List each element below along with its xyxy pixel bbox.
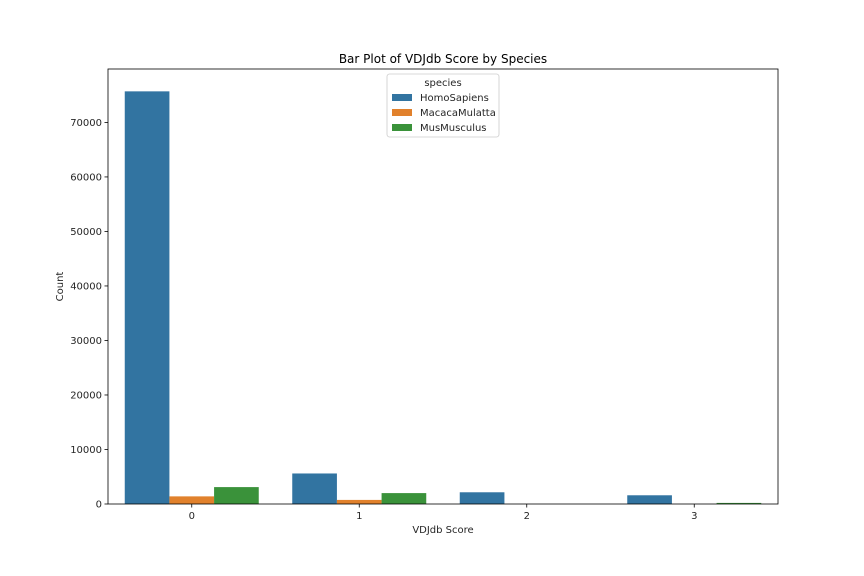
y-tick-label-40000: 40000	[70, 281, 102, 292]
bar-homosapiens-0	[124, 91, 170, 504]
legend: species HomoSapiens MacacaMulatta MusMuscu…	[386, 73, 500, 138]
x-tick-label-3: 3	[691, 511, 697, 522]
x-tick-label-0: 0	[189, 511, 195, 522]
legend-swatch-musmusculus	[392, 124, 412, 131]
bars-group	[124, 91, 762, 504]
y-tick-label-10000: 10000	[70, 445, 102, 456]
bar-musmusculus-1	[381, 493, 427, 504]
y-tick-label-20000: 20000	[70, 390, 102, 401]
plot-frame	[107, 68, 779, 505]
legend-swatch-homosapiens	[392, 94, 412, 101]
legend-swatch-macacamulatta	[392, 109, 412, 116]
y-tick-label-30000: 30000	[70, 336, 102, 347]
bar-musmusculus-0	[214, 487, 259, 504]
bar-homosapiens-3	[627, 495, 672, 504]
y-axis-label: Count	[55, 272, 66, 302]
bar-macacamulatta-1	[336, 499, 382, 504]
bar-homosapiens-1	[292, 473, 337, 504]
legend-box	[386, 73, 500, 138]
y-tick-label-60000: 60000	[70, 172, 102, 183]
bar-musmusculus-3	[716, 502, 762, 504]
legend-title: species	[424, 78, 461, 89]
bar-macacamulatta-0	[169, 496, 215, 504]
x-axis-label: VDJdb Score	[412, 525, 473, 536]
bar-homosapiens-2	[459, 492, 505, 504]
x-tick-label-1: 1	[356, 511, 362, 522]
y-tick-label-50000: 50000	[70, 227, 102, 238]
x-tick-label-2: 2	[524, 511, 530, 522]
legend-label-homosapiens: HomoSapiens	[420, 93, 489, 104]
y-tick-label-70000: 70000	[70, 118, 102, 129]
chart-title: Bar Plot of VDJdb Score by Species	[339, 52, 547, 66]
legend-label-macacamulatta: MacacaMulatta	[420, 108, 496, 119]
axes-group: 0 10000 20000 30000 40000 50000 60000 70000 0 1 2 3	[70, 68, 779, 522]
y-tick-label-0: 0	[96, 500, 102, 511]
legend-label-musmusculus: MusMusculus	[420, 123, 487, 134]
